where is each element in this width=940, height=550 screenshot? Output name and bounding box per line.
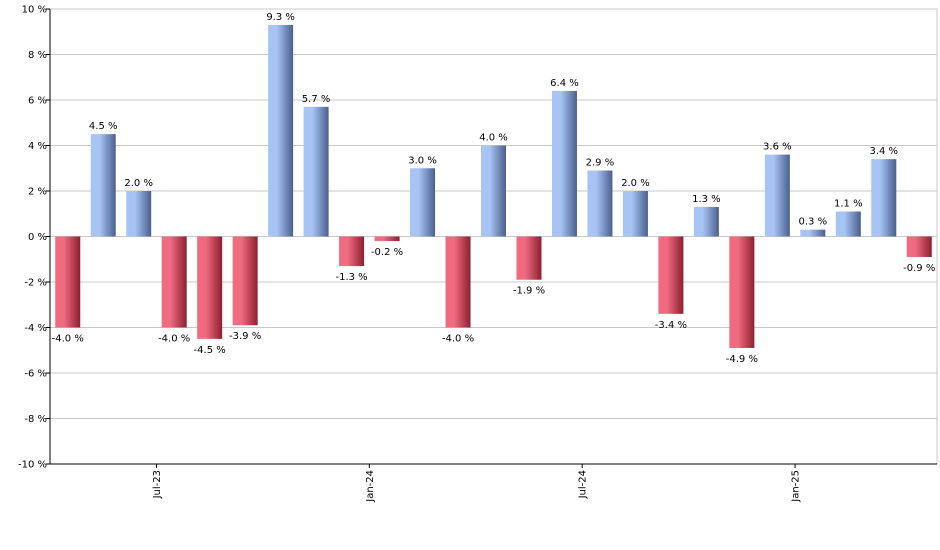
data-label: 3.4 % [869, 146, 898, 157]
bar [481, 145, 506, 237]
y-tick-label: 8 % [28, 50, 47, 61]
data-label: -4.0 % [442, 334, 474, 345]
data-label: -0.9 % [903, 263, 935, 274]
bar [303, 106, 329, 237]
bar [551, 90, 577, 237]
data-label: 3.0 % [408, 155, 437, 166]
bar [90, 134, 116, 237]
data-label: 1.1 % [834, 198, 863, 209]
data-label: 2.0 % [621, 178, 650, 189]
bars [55, 24, 932, 348]
data-label: 1.3 % [692, 194, 721, 205]
data-label: -4.0 % [52, 334, 84, 345]
bar [126, 191, 152, 237]
data-label: 6.4 % [550, 78, 579, 89]
data-label: 4.5 % [89, 121, 118, 132]
data-label: 0.3 % [799, 217, 828, 228]
bar [871, 159, 897, 237]
y-tick-label: -8 % [24, 414, 47, 425]
data-label: 2.9 % [586, 158, 615, 169]
bar [232, 236, 258, 326]
bar [729, 236, 755, 348]
bar [197, 236, 223, 339]
data-label: -4.5 % [194, 345, 226, 356]
bar [161, 236, 187, 328]
x-tick-label: Jul-24 [578, 470, 589, 499]
data-labels: -4.0 % 4.5 % 2.0 % -4.0 % -4.5 %-3.9 % 9.3 % 5… [52, 12, 936, 365]
bar [587, 170, 613, 237]
y-tick-label: -2 % [24, 278, 47, 289]
data-label: -3.4 % [655, 320, 687, 331]
data-label: 2.0 % [124, 178, 153, 189]
bar [516, 236, 542, 280]
bar [445, 236, 471, 328]
bar [835, 211, 861, 237]
y-tick-label: -4 % [24, 323, 47, 334]
data-label: -3.9 % [229, 331, 261, 342]
bar [374, 236, 400, 242]
bar [268, 24, 294, 237]
data-label: 9.3 % [266, 12, 295, 23]
x-tick-label: Jan-24 [365, 470, 376, 503]
bar [55, 236, 81, 328]
data-label: -4.9 % [726, 354, 758, 365]
x-tick-label: Jul-23 [152, 470, 163, 499]
bar [906, 236, 932, 257]
bar [693, 206, 719, 237]
data-label: -0.2 % [371, 247, 403, 258]
y-tick-label: 2 % [28, 187, 47, 198]
bar [410, 168, 436, 237]
bar [339, 236, 365, 267]
data-label: 3.6 % [763, 142, 792, 153]
y-tick-label: 4 % [28, 141, 47, 152]
data-label: -4.0 % [158, 334, 190, 345]
data-label: -1.3 % [335, 272, 367, 283]
y-tick-label: 6 % [28, 96, 47, 107]
y-tick-label: -6 % [24, 369, 47, 380]
bar [800, 229, 826, 237]
data-label: 5.7 % [302, 94, 331, 105]
data-label: -1.9 % [513, 286, 545, 297]
bar [658, 236, 684, 314]
x-tick-label: Jan-25 [791, 470, 802, 503]
y-tick-label: 10 % [22, 5, 47, 16]
bar [622, 191, 648, 237]
bar [764, 154, 790, 237]
axes: 10 % 8 % 6 % 4 % 2 % 0 % -2 % -4 % -6 % -8 % -10 %… [18, 5, 937, 503]
y-tick-label: -10 % [18, 460, 47, 471]
data-label: 4.0 % [479, 133, 508, 144]
y-tick-label: 0 % [28, 232, 47, 243]
